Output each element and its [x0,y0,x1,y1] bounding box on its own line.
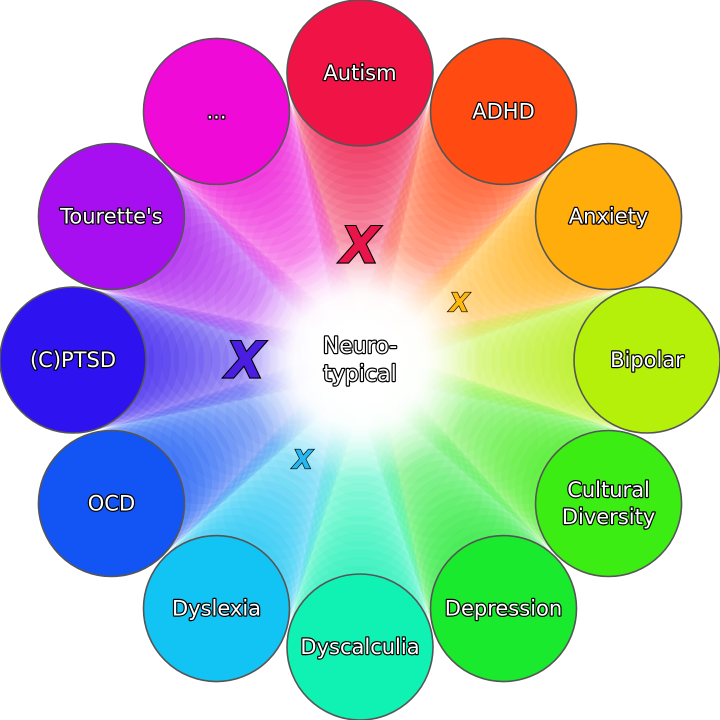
spoke-trail-dyscalculia [311,474,409,572]
condition-label-dyscalculia: Dyscalculia [300,635,419,659]
condition-node-tourette-s: Tourette's [37,142,186,291]
spoke-trail-bipolar [466,313,560,407]
spoke-trail-dyscalculia [309,482,411,584]
condition-label-cultural-diversity: Cultural Diversity [562,478,655,529]
condition-label-anxiety: Anxiety [569,205,649,229]
spoke-trail-dyslexia [222,459,324,561]
x-mark-c-ptsd: X [223,332,267,390]
condition-node-adhd: ADHD [429,37,578,186]
spoke-trail-anxiety [452,230,550,327]
spoke-trail-ellipsis [222,159,324,261]
condition-node-c-ptsd: (C)PTSD [0,286,147,434]
condition-circle-tourette-s [37,142,186,291]
center-glow [240,240,480,480]
condition-circle-ellipsis [142,37,291,186]
condition-circle-dyscalculia [286,573,434,720]
spoke-trail-c-ptsd [173,315,262,405]
spoke-trail-ocd [170,393,268,490]
x-marks: X X X X [222,216,472,477]
condition-label-autism: Autism [323,61,396,85]
spoke-trail-depression [393,452,490,550]
spoke-trail-dyscalculia [313,466,407,560]
spoke-trail-depression [389,445,483,539]
x-mark-dyslexia: X [291,446,315,476]
condition-circle-anxiety [534,142,683,291]
condition-circle-depression [429,534,578,683]
spoke-trail-anxiety [445,237,539,331]
condition-circle-autism [286,0,434,147]
center-label-neurotypical: Neuro-typical [323,334,397,387]
condition-label-dyslexia: Dyslexia [172,597,261,621]
condition-node-dyscalculia: Dyscalculia [286,573,434,720]
condition-node-depression: Depression [429,534,578,683]
condition-node-ellipsis: ... [142,37,291,186]
condition-label-adhd: ADHD [472,99,535,123]
condition-label-ocd: OCD [88,492,135,516]
condition-label-c-ptsd: (C)PTSD [30,348,116,372]
spoke-trail-bipolar [482,309,584,411]
spoke-trail-bipolar [458,315,547,405]
spoke-trail-cultural-diversity [445,389,539,483]
spoke-trail-depression [396,459,498,561]
condition-label-bipolar: Bipolar [610,348,684,372]
condition-circle-cultural-diversity [534,429,683,578]
spoke-trail-autism [313,160,407,254]
spoke-trail-autism [309,136,411,238]
condition-circle-bipolar [573,286,720,434]
spoke-trail-bipolar [491,307,597,413]
condition-circle-dyslexia [142,534,291,683]
spoke-trail-autism [315,173,405,262]
condition-node-anxiety: Anxiety [534,142,683,291]
condition-node-autism: Autism [286,0,434,147]
spoke-trail-dyslexia [237,445,331,539]
spoke-trail-dyscalculia [307,491,413,597]
spoke-trail-dyscalculia [315,458,405,547]
spoke-trail-cultural-diversity [452,393,550,490]
condition-label-depression: Depression [445,597,562,621]
spoke-trail-tourette-s [170,230,268,327]
spoke-trail-c-ptsd [148,311,246,409]
x-mark-autism: X [338,217,382,275]
spoke-trail-adhd [393,170,490,268]
condition-label-tourette-s: Tourette's [59,205,163,229]
spoke-trail-adhd [389,181,483,275]
condition-node-bipolar: Bipolar [573,286,720,434]
spoke-trail-adhd [396,159,498,261]
spoke-trail-tourette-s [159,222,261,324]
x-mark-anxiety: X [447,289,471,319]
condition-node-cultural-diversity: Cultural Diversity [534,429,683,578]
spoke-trail-c-ptsd [136,309,238,411]
spoke-trail-tourette-s [181,237,275,331]
condition-circle-adhd [429,37,578,186]
condition-circle-c-ptsd [0,286,147,434]
spoke-trail-ellipsis [237,181,331,275]
spoke-trail-bipolar [474,311,572,409]
spoke-trail-autism [307,123,413,229]
spoke-trail-anxiety [459,222,561,324]
condition-node-ocd: OCD [37,429,186,578]
spoke-trail-cultural-diversity [459,396,561,498]
spoke-trail-c-ptsd [123,307,229,413]
condition-circle-ocd [37,429,186,578]
spoke-trail-ocd [159,396,261,498]
spoke-trail-ellipsis [230,170,327,268]
spoke-trail-autism [311,148,409,246]
spoke-trail-dyslexia [230,452,327,550]
condition-node-dyslexia: Dyslexia [142,534,291,683]
condition-label-ellipsis: ... [206,99,226,123]
spoke-trail-c-ptsd [160,313,254,407]
spoke-trail-ocd [181,389,275,483]
